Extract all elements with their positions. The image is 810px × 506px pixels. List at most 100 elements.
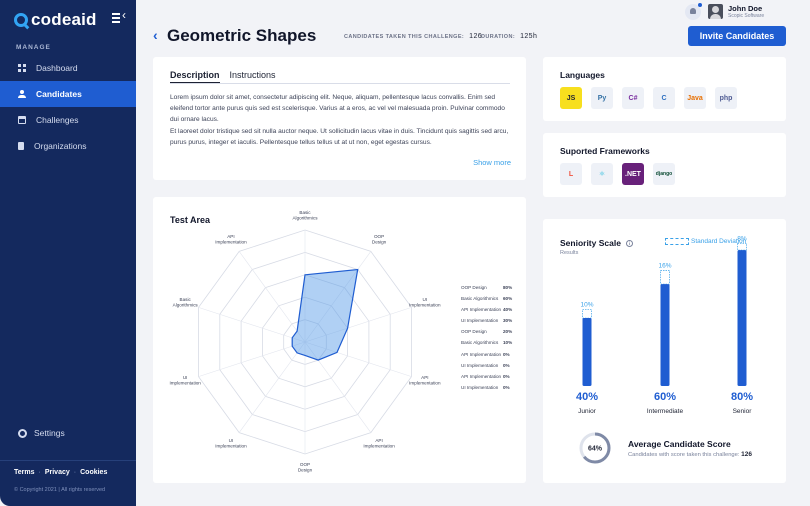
legend-value: 0% (503, 362, 510, 368)
radar-axis-label: API Implementation (409, 375, 441, 386)
notification-dot (698, 3, 702, 7)
legend-label: API Implementation (461, 351, 502, 357)
sidebar-item-organizations[interactable]: Organizations (0, 133, 136, 159)
radar-axis-label: UI Implementation (215, 438, 247, 449)
legend-row: UI Implementation 30% (461, 318, 512, 329)
legend-row: Basic Algorithmics 10% (461, 340, 512, 351)
legend-row: UI Implementation 0% (461, 363, 512, 374)
sidebar-item-label: Candidates (36, 89, 82, 99)
user-company: Scopic Software (728, 13, 765, 19)
legend-row: UI Implementation 0% (461, 385, 512, 396)
calendar-icon (18, 116, 26, 124)
python-logo: Py (591, 87, 613, 109)
settings-link[interactable]: Settings (18, 428, 65, 438)
sidebar-item-challenges[interactable]: Challenges (0, 107, 136, 133)
radar-legend: OOP Design 80% Basic Algorithmics 60% API Im… (461, 285, 512, 396)
javascript-logo: JS (560, 87, 582, 109)
legend-value: 0% (503, 384, 510, 390)
legend-value: 10% (503, 340, 513, 346)
seniority-category-label: Senior (733, 408, 753, 415)
tab-description[interactable]: Description (170, 70, 220, 83)
legend-row: OOP Design 20% (461, 329, 512, 340)
radar-axis-label: UI Implementation (409, 297, 441, 308)
sidebar: codeaid MANAGE Dashboard Candidates Chal… (0, 0, 136, 506)
invite-candidates-button[interactable]: Invite Candidates (688, 26, 786, 46)
description-paragraph: Et laoreet dolor tristique sed sit nulla… (170, 127, 509, 146)
candidates-count-label: CANDIDATES TAKEN THIS CHALLENGE: (344, 33, 465, 40)
radar-axis-label: OOP Design (372, 234, 387, 245)
brand-logo[interactable]: codeaid (14, 10, 97, 30)
radar-series (291, 268, 359, 361)
radar-axis-label: Basic Algorithmics (173, 297, 199, 308)
radar-axis-label: Basic Algorithmics (292, 210, 318, 221)
sidebar-item-dashboard[interactable]: Dashboard (0, 55, 136, 81)
show-more-link[interactable]: Show more (473, 158, 511, 167)
seniority-value-label: 60% (654, 391, 676, 403)
std-deviation-label: 10% (580, 302, 593, 309)
legend-label: API Implementation (461, 307, 502, 313)
laravel-logo: L (560, 163, 582, 185)
radar-axis-label: API Implementation (215, 234, 247, 245)
nav-section-label: MANAGE (16, 44, 51, 51)
copyright-text: © Copyright 2021 | All rights reserved (14, 487, 106, 493)
legend-label: UI Implementation (461, 362, 499, 368)
legend-value: 80% (503, 285, 513, 290)
bell-icon[interactable] (685, 4, 701, 20)
std-deviation-mark (737, 242, 747, 251)
std-deviation-swatch (665, 238, 689, 245)
legend-value: 0% (503, 351, 510, 357)
radar-spoke (304, 341, 412, 377)
test-area-card: Test Area Basic Algorithmics OOP Design UI Im… (153, 197, 526, 483)
php-logo: php (715, 87, 737, 109)
seniority-subtitle: Results (560, 250, 579, 256)
seniority-bar (582, 318, 592, 386)
legend-label: UI Implementation (461, 384, 499, 390)
std-deviation-label: 8% (737, 235, 747, 242)
average-score-count: 126 (741, 451, 752, 458)
seniority-bar (660, 284, 670, 386)
duration-meta: DURATION: 125h (481, 33, 537, 40)
legend-label: UI Implementation (461, 318, 499, 324)
languages-title: Languages (560, 70, 605, 80)
sidebar-item-label: Dashboard (36, 63, 78, 73)
radar-spoke (198, 341, 306, 377)
avatar[interactable] (708, 4, 723, 19)
std-deviation-mark (660, 270, 670, 285)
description-card: Description Instructions Lorem ipsum dol… (153, 57, 526, 180)
radar-spoke (304, 341, 372, 433)
seniority-title-text: Seniority Scale (560, 238, 621, 248)
legend-label: Basic Algorithmics (461, 296, 499, 302)
legend-value: 60% (503, 296, 513, 302)
back-chevron-icon[interactable]: ‹ (153, 27, 158, 43)
user-name[interactable]: John Doe (728, 4, 763, 13)
info-icon[interactable]: i (625, 239, 633, 247)
terms-link[interactable]: Terms (14, 469, 35, 476)
seniority-bar (737, 250, 747, 386)
std-deviation-legend: Standard Deviation (665, 238, 746, 245)
privacy-link[interactable]: Privacy (44, 469, 70, 476)
radar-axis-label: API Implementation (363, 438, 395, 449)
csharp-logo: C# (622, 87, 644, 109)
sidebar-item-candidates[interactable]: Candidates (0, 81, 136, 107)
java-logo: Java (684, 87, 706, 109)
description-tabs: Description Instructions (170, 70, 510, 84)
seniority-title: Seniority Scale i (560, 238, 633, 248)
tab-instructions[interactable]: Instructions (229, 70, 276, 80)
page-title: Geometric Shapes (167, 26, 317, 45)
average-score-subtitle: Candidates with score taken this challen… (628, 451, 752, 458)
candidates-count-meta: CANDIDATES TAKEN THIS CHALLENGE: 126 (344, 33, 482, 40)
std-deviation-label: 16% (658, 262, 671, 269)
sidebar-nav: Dashboard Candidates Challenges Organiza… (0, 55, 136, 159)
footer-links: Terms · Privacy · Cookies (14, 469, 108, 476)
average-score-title: Average Candidate Score (628, 439, 731, 449)
candidates-count-value: 126 (469, 33, 483, 40)
cookies-link[interactable]: Cookies (80, 469, 108, 476)
gear-icon (18, 428, 27, 438)
seniority-value-label: 40% (576, 391, 598, 403)
frameworks-title: Suported Frameworks (560, 146, 650, 156)
radar-spoke (304, 307, 412, 343)
score-ring-label: 64% (588, 446, 603, 453)
seniority-category-label: Intermediate (647, 408, 684, 415)
seniority-value-label: 80% (731, 391, 753, 403)
collapse-sidebar-icon[interactable] (112, 8, 126, 23)
